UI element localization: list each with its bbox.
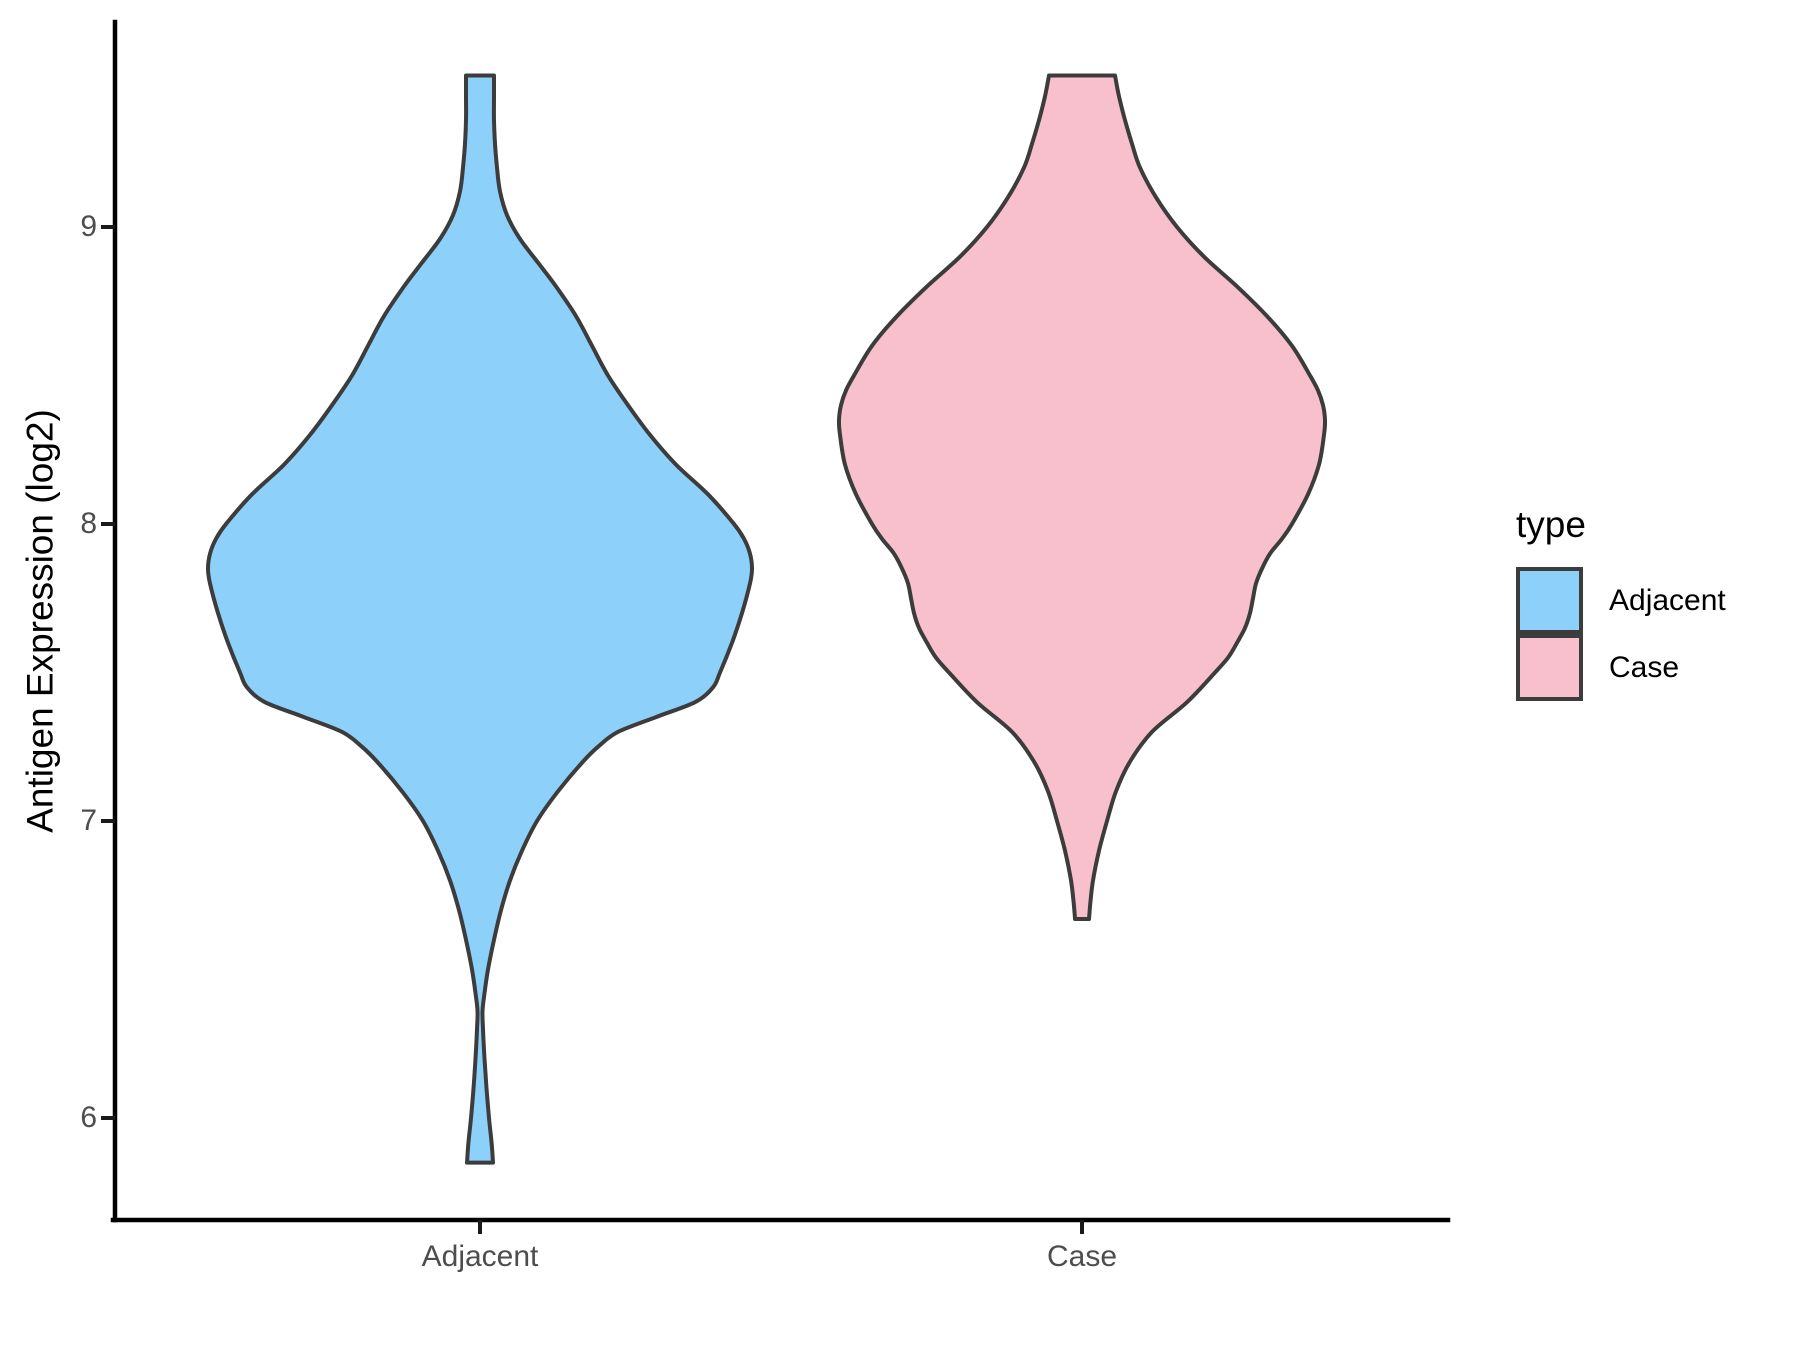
legend-title: type xyxy=(1516,504,1586,545)
legend-swatch-case-icon xyxy=(1516,634,1583,701)
y-tick-label: 8 xyxy=(80,507,97,540)
y-tick-label: 7 xyxy=(80,804,97,837)
legend-label-adjacent: Adjacent xyxy=(1609,583,1726,617)
violin-adjacent xyxy=(206,73,754,1165)
y-tick-label: 9 xyxy=(80,210,97,243)
legend-swatch-adjacent-icon xyxy=(1516,567,1583,634)
tick-marks xyxy=(101,225,1084,1234)
x-tick-label: Adjacent xyxy=(421,1240,539,1273)
legend: type Adjacent Case xyxy=(1516,506,1726,701)
violin-case xyxy=(836,73,1328,921)
legend-label-case: Case xyxy=(1609,650,1680,684)
violins xyxy=(206,73,1328,1165)
y-axis-title: Antigen Expression (log2) xyxy=(19,409,61,833)
y-tick-label: 6 xyxy=(80,1101,97,1134)
legend-row-adjacent: Adjacent xyxy=(1516,567,1726,634)
x-tick-label: Case xyxy=(1046,1240,1118,1273)
axes xyxy=(101,19,1451,1234)
legend-row-case: Case xyxy=(1516,634,1726,701)
